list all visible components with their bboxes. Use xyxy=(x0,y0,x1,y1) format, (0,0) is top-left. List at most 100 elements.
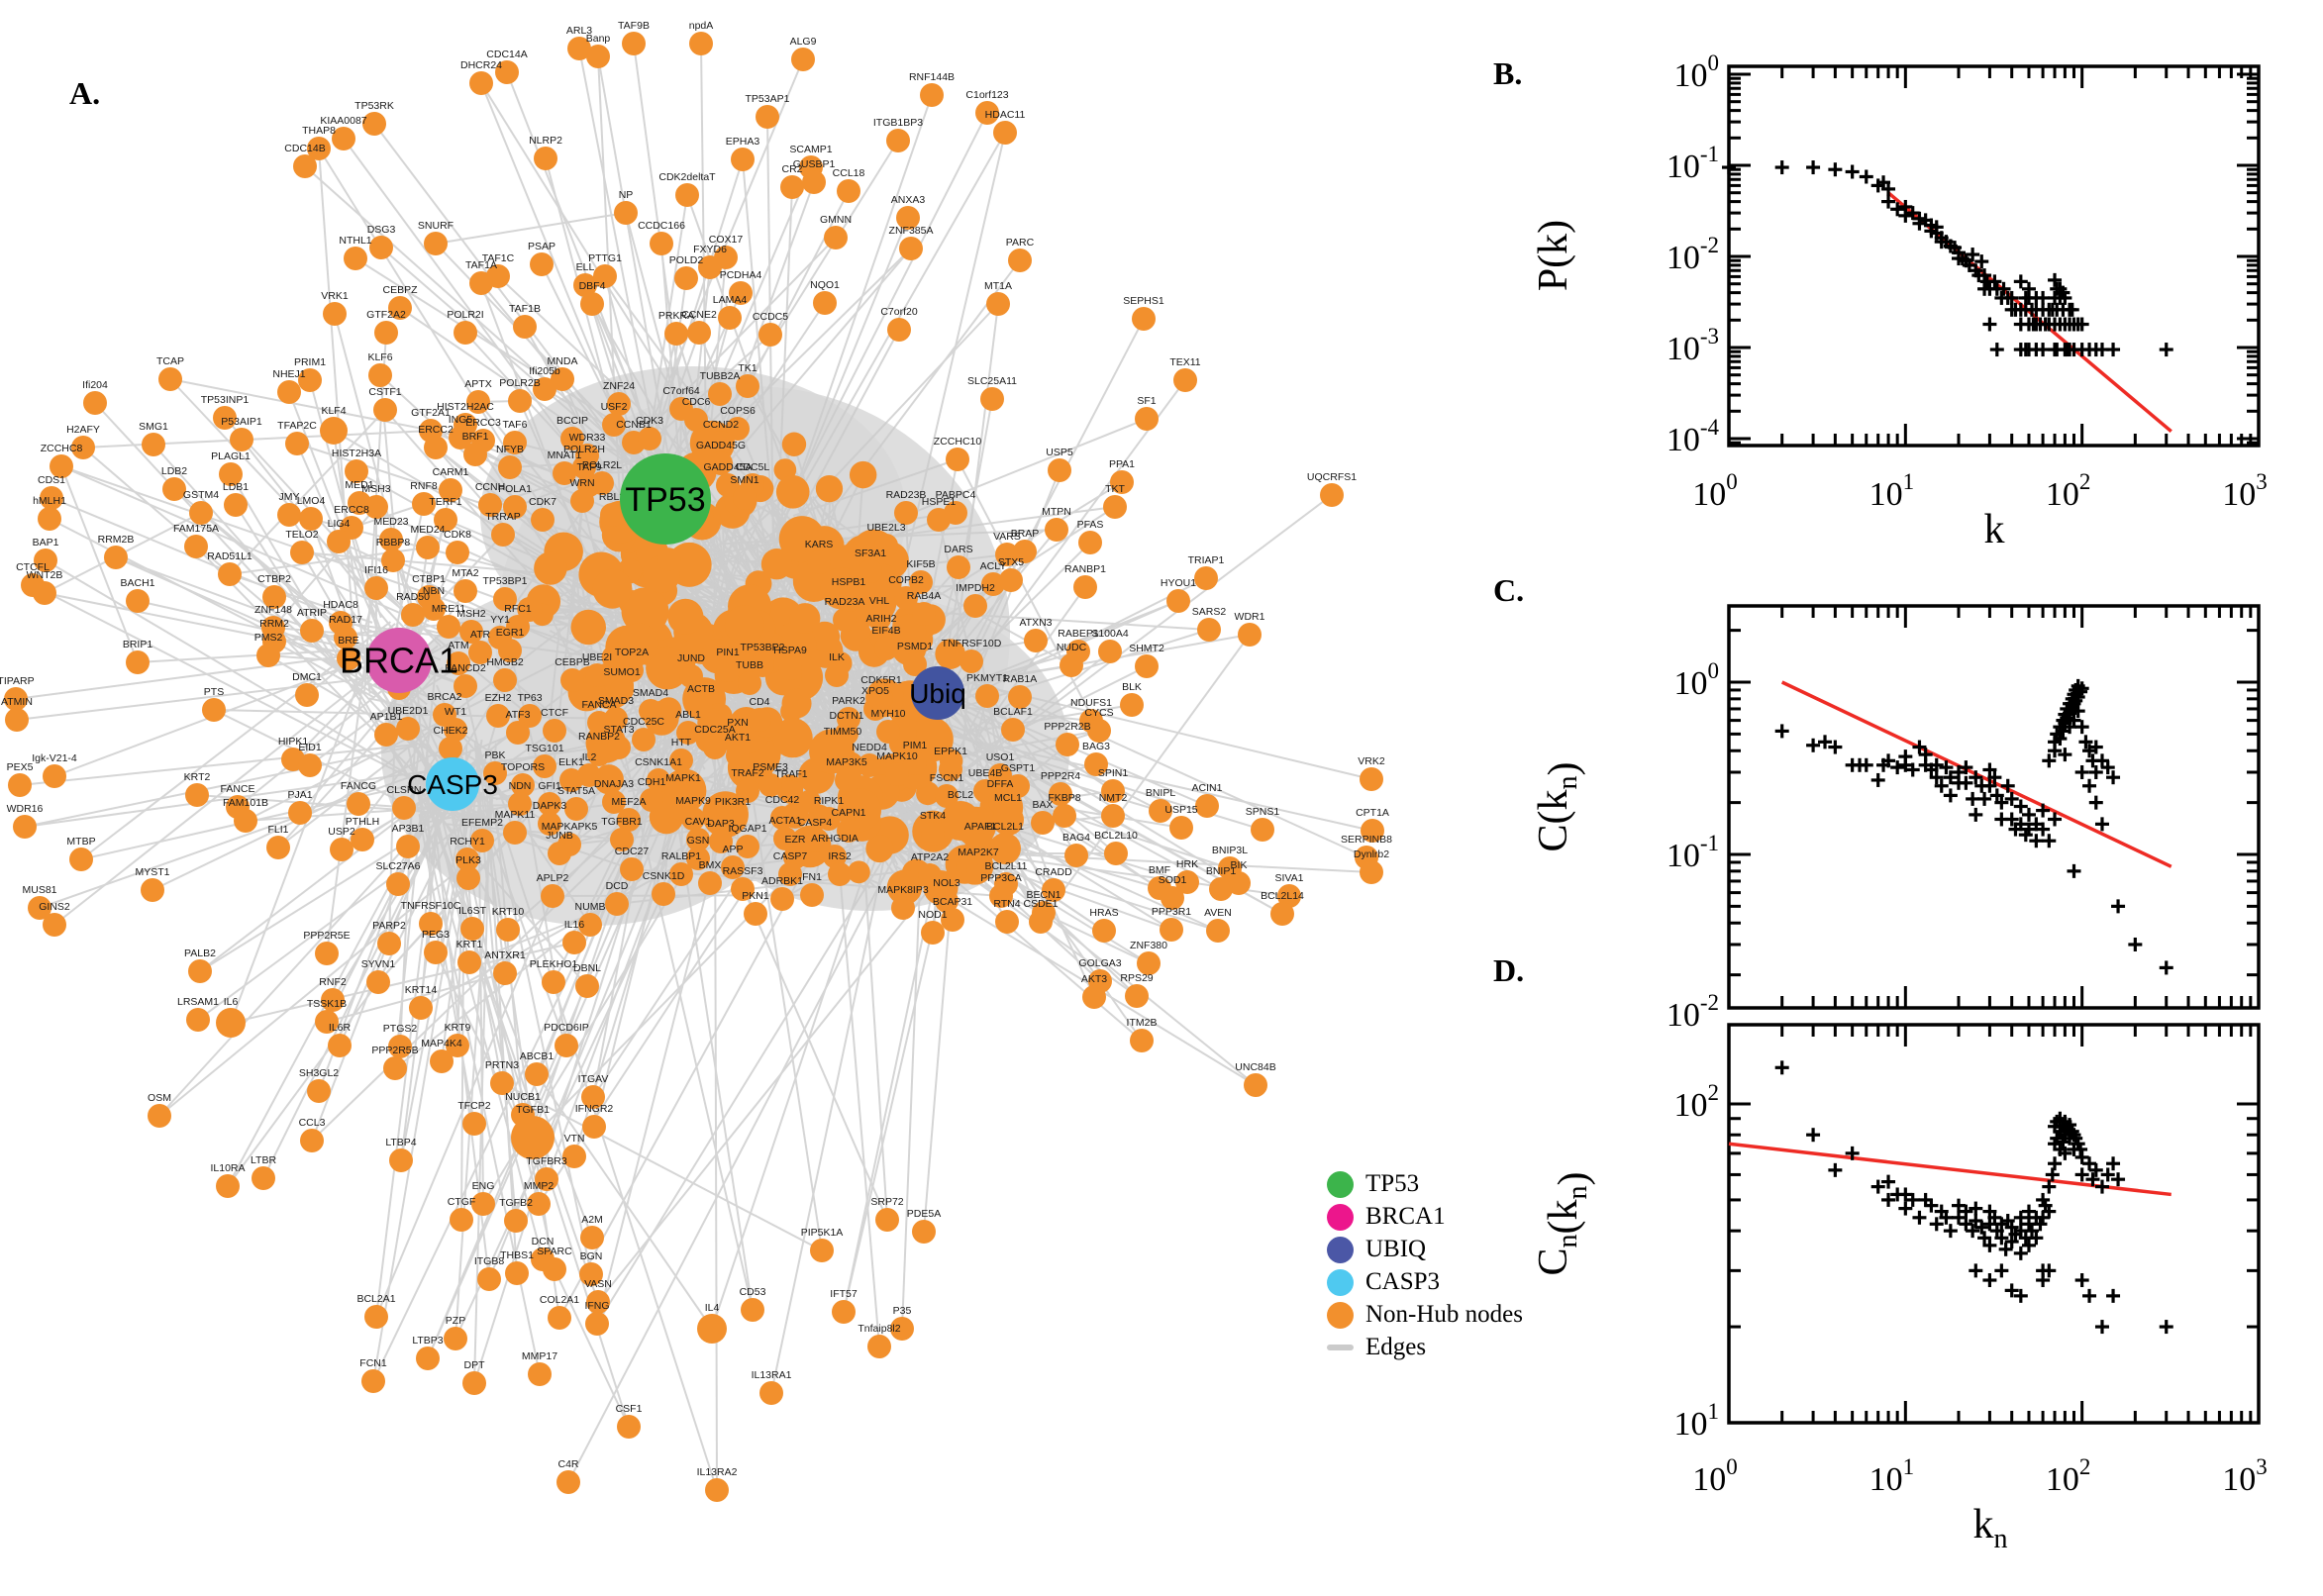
network-node xyxy=(964,833,996,864)
network-node xyxy=(364,576,388,600)
network-node-label: PEG3 xyxy=(422,929,450,941)
network-node-label: HTT xyxy=(671,737,692,748)
network-node xyxy=(543,1257,566,1281)
network-node-label: COPS6 xyxy=(720,405,756,417)
network-node-label: TGFBR3 xyxy=(526,1155,567,1167)
network-node-label: IL6ST xyxy=(458,905,487,917)
network-node-label: EPHA3 xyxy=(726,136,760,148)
network-node-label: MAPK8IP3 xyxy=(877,884,929,896)
network-node-label: USP5 xyxy=(1046,447,1073,458)
network-node-label: KRT10 xyxy=(492,906,525,918)
network-node-label: ATMIN xyxy=(1,696,33,708)
network-node xyxy=(162,477,186,501)
legend-swatch-circle-icon xyxy=(1327,1203,1354,1231)
network-node-label: BCL2L11 xyxy=(984,860,1027,872)
network-node-label: PLK3 xyxy=(455,854,481,866)
network-node-label: CSNK1A1 xyxy=(635,756,682,768)
hub-node-casp3 xyxy=(426,757,479,811)
network-node-label: ATF3 xyxy=(506,709,531,721)
network-node-label: SARS2 xyxy=(1192,606,1227,618)
network-node-label: POLA1 xyxy=(498,483,532,495)
network-node xyxy=(126,589,150,613)
network-node xyxy=(1048,458,1071,482)
network-node-label: POLD2 xyxy=(669,254,704,266)
network-node-label: WRN xyxy=(569,477,594,489)
network-node-label: KIAA0087 xyxy=(320,115,366,127)
network-node xyxy=(744,902,767,926)
tick-label: 101 xyxy=(1674,1399,1720,1443)
network-node-label: PSMD1 xyxy=(897,641,933,652)
network-node xyxy=(455,848,479,871)
network-node xyxy=(495,60,519,84)
network-node-label: APTX xyxy=(464,378,491,390)
network-node xyxy=(770,887,794,911)
network-node xyxy=(1056,733,1079,756)
network-node-label: MED1 xyxy=(345,479,373,491)
network-node xyxy=(1104,842,1128,865)
network-node-label: ATP2A2 xyxy=(911,851,949,863)
network-node-label: NDUFS1 xyxy=(1070,697,1112,709)
network-node xyxy=(939,757,962,781)
network-node xyxy=(875,1208,899,1232)
network-node xyxy=(617,808,641,832)
network-node xyxy=(504,1209,528,1233)
network-node-label: PSME3 xyxy=(753,761,788,773)
network-node xyxy=(560,427,584,450)
network-node-label: CCNH xyxy=(475,481,505,493)
network-node-label: CDC6 xyxy=(682,396,711,408)
network-node xyxy=(361,1369,385,1393)
plot-panel-D: 102 101 100 101 102 103 Cn(kn) kn xyxy=(1531,1023,2268,1554)
network-node-label: UBE4B xyxy=(968,767,1002,779)
network-node-label: DCN xyxy=(532,1236,555,1247)
network-node-label: TFAP2C xyxy=(277,420,317,432)
network-node xyxy=(434,508,457,532)
network-node xyxy=(347,792,370,816)
network-node xyxy=(733,486,757,510)
network-node xyxy=(593,264,617,288)
network-node-label: MAP2K7 xyxy=(958,847,999,858)
network-node xyxy=(963,594,987,618)
network-node-label: PCDHA4 xyxy=(720,269,762,281)
network-node-label: MNAT1 xyxy=(548,449,582,461)
network-node-label: ENG xyxy=(472,1180,495,1192)
network-node-label: APLP2 xyxy=(537,872,569,884)
network-node xyxy=(330,838,354,861)
network-node xyxy=(652,882,675,906)
network-node xyxy=(602,413,626,437)
network-node-label: MAPKAPK5 xyxy=(542,821,598,833)
network-node-label: SERPINB8 xyxy=(1341,834,1392,846)
network-node-label: ATRIP xyxy=(297,607,327,619)
data-points xyxy=(1774,678,2173,975)
network-node-label: GINS2 xyxy=(39,901,70,913)
network-node-label: ERCC8 xyxy=(334,504,369,516)
network-node xyxy=(867,607,891,631)
network-node-label: hMLH1 xyxy=(33,495,66,507)
network-node xyxy=(828,862,852,886)
network-node xyxy=(617,1415,641,1439)
network-node xyxy=(498,639,522,662)
network-node xyxy=(533,754,556,778)
network-node-label: SEPHS1 xyxy=(1123,295,1164,307)
network-node-label: ITGB1BP3 xyxy=(873,117,923,129)
network-node-label: TRAF2 xyxy=(731,767,763,779)
network-node-label: RABEP1 xyxy=(1058,628,1099,640)
network-node xyxy=(469,271,493,295)
network-node-label: MAPK11 xyxy=(495,809,536,821)
network-node-label: LRSAM1 xyxy=(177,996,219,1008)
network-node-label: TGFB2 xyxy=(499,1197,533,1209)
hub-node-brca1 xyxy=(366,628,432,693)
network-node xyxy=(38,507,61,531)
network-node xyxy=(142,433,165,456)
network-node-label: FSCN1 xyxy=(930,772,964,784)
network-node xyxy=(886,869,923,905)
legend-item-non-hub-nodes: Non-Hub nodes xyxy=(1327,1301,1523,1329)
network-node xyxy=(1078,531,1102,554)
network-node-label: IL4 xyxy=(705,1302,720,1314)
network-node xyxy=(299,507,323,531)
network-node-label: C7orf64 xyxy=(662,385,700,397)
network-node-label: GADD45A xyxy=(703,461,752,473)
network-node xyxy=(703,736,727,759)
network-node xyxy=(585,1312,609,1336)
network-node-label: MED24 xyxy=(410,524,445,536)
network-node-label: ATXN3 xyxy=(1019,617,1052,629)
